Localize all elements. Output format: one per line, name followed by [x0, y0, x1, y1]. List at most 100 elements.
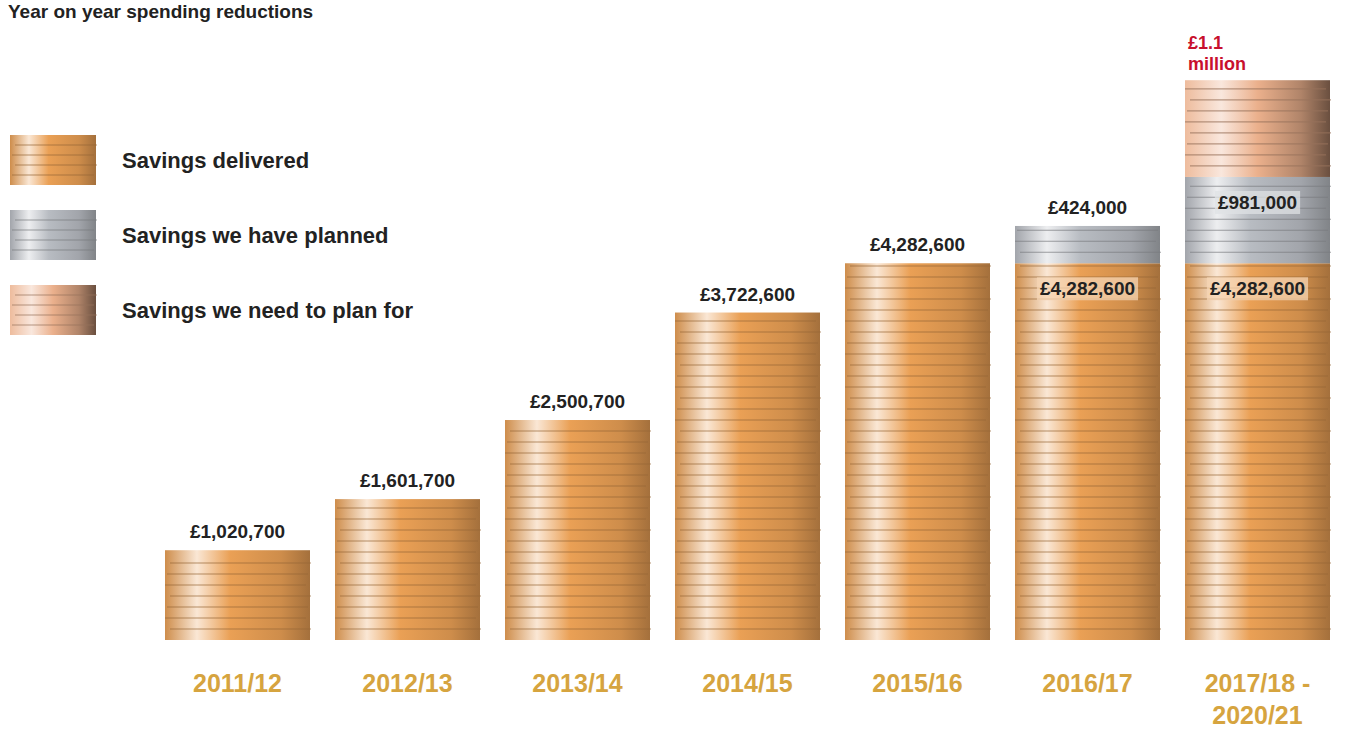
coin-edge: [1020, 331, 1161, 332]
coin-edge: [337, 507, 478, 508]
coin-edge: [1185, 518, 1326, 519]
coin-edge: [507, 573, 648, 574]
coin-edge: [1185, 320, 1326, 321]
label-patch: [1215, 191, 1300, 214]
coin-edge: [850, 331, 991, 332]
bars: [165, 80, 1331, 640]
coin-edge: [847, 573, 988, 574]
data-label: £1.1million: [1188, 33, 1246, 74]
coin-edge: [677, 441, 818, 442]
coin-edge: [340, 562, 481, 563]
coin-edge: [847, 474, 988, 475]
coin-edge: [680, 529, 821, 530]
data-label: £424,000: [1048, 197, 1127, 218]
coin-edge: [1020, 430, 1161, 431]
coin-edge: [1017, 474, 1158, 475]
coin-edge: [1020, 364, 1161, 365]
coin-edge: [1017, 606, 1158, 607]
legend-label: Savings we have planned: [122, 223, 389, 248]
coin-edge: [1190, 165, 1331, 166]
coin-edge: [677, 606, 818, 607]
coin-edge: [845, 287, 986, 288]
legend-swatch: [10, 285, 97, 335]
coin-edge: [1015, 584, 1156, 585]
coin-edge: [1187, 408, 1328, 409]
coin-edge: [1017, 540, 1158, 541]
coin-edge: [1190, 99, 1331, 100]
chart: Year on year spending reductions£1,020,7…: [0, 0, 1349, 740]
legend-swatch: [10, 210, 97, 260]
coin-edge: [675, 617, 816, 618]
coin-edge: [850, 628, 991, 629]
x-tick-label: 2017/18 -2020/21: [1205, 669, 1311, 729]
coin-edge: [1187, 143, 1328, 144]
data-label: £2,500,700: [530, 391, 625, 412]
coin-edge: [845, 584, 986, 585]
coin-edge: [1190, 430, 1331, 431]
coin-edge: [675, 419, 816, 420]
coin-edge: [1185, 551, 1326, 552]
x-axis: 2011/122012/132013/142014/152015/162016/…: [193, 669, 1310, 729]
x-tick-label: 2011/12: [193, 669, 282, 697]
coin-edge: [1190, 331, 1331, 332]
x-tick-label: 2014/15: [702, 669, 792, 697]
coin-edge: [1020, 265, 1161, 266]
coin-edge: [1185, 452, 1326, 453]
coin-edge: [1020, 595, 1161, 596]
coin-edge: [1015, 419, 1156, 420]
legend: Savings delivered Savings we have planned…: [10, 135, 413, 335]
coin-edge: [507, 606, 648, 607]
coin-edge: [505, 617, 646, 618]
coin-edge: [680, 463, 821, 464]
coin-edge: [1015, 485, 1156, 486]
data-label: £4,282,600: [1040, 278, 1135, 299]
coin-edge: [1185, 386, 1326, 387]
coin-edge: [850, 463, 991, 464]
coin-edge: [1185, 353, 1326, 354]
coin-edge: [1017, 507, 1158, 508]
coin-edge: [165, 584, 306, 585]
coin-edge: [680, 562, 821, 563]
coin-edge: [337, 573, 478, 574]
coin-edge: [510, 628, 651, 629]
coin-edge: [850, 562, 991, 563]
x-tick-label: 2016/17: [1042, 669, 1132, 697]
legend-label: Savings delivered: [122, 148, 309, 173]
coin-edge: [1017, 573, 1158, 574]
coin-edge: [510, 463, 651, 464]
coin-edge: [15, 144, 97, 145]
coin-edge: [845, 551, 986, 552]
coin-edge: [845, 617, 986, 618]
coin-edge: [1017, 309, 1158, 310]
legend-swatch-fill: [10, 285, 96, 335]
coin-edge: [1015, 241, 1156, 242]
coin-edge: [1190, 364, 1331, 365]
legend-swatch-fill: [10, 135, 96, 185]
x-tick-label: 2015/16: [872, 669, 962, 697]
bar-segment: [845, 263, 990, 640]
coin-edge: [335, 584, 476, 585]
coin-edge: [1185, 154, 1326, 155]
coin-edge: [1190, 628, 1331, 629]
coin-edge: [15, 314, 97, 315]
coin-edge: [677, 375, 818, 376]
coin-edge: [680, 430, 821, 431]
coin-edge: [337, 540, 478, 541]
coin-edge: [850, 496, 991, 497]
coin-edge: [1190, 529, 1331, 530]
bar-segment: [1185, 177, 1330, 263]
coin-edge: [847, 441, 988, 442]
coin-edge: [1187, 507, 1328, 508]
bar-segment: [335, 499, 480, 640]
coin-edge: [847, 309, 988, 310]
data-label: £3,722,600: [700, 284, 795, 305]
coin-edge: [170, 595, 311, 596]
coin-edge: [1015, 452, 1156, 453]
coin-edge: [507, 441, 648, 442]
coin-edge: [510, 430, 651, 431]
coin-edge: [1190, 219, 1331, 220]
coin-edge: [1020, 397, 1161, 398]
coin-edge: [850, 364, 991, 365]
coin-edge: [675, 551, 816, 552]
coin-edge: [1187, 230, 1328, 231]
